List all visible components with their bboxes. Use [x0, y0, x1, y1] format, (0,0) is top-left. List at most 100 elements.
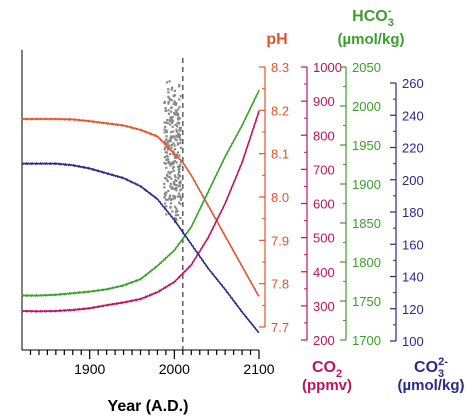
- observation-point: [174, 183, 177, 186]
- y-axes: 7.7 7.8 7.9 8.0 8.1 8.2 8.3 pH 200 300 400 500 600 70…: [259, 5, 464, 394]
- y-tick-label: 2050: [352, 60, 381, 75]
- y-tick-label: 140: [402, 270, 424, 285]
- y-tick-label: 800: [313, 128, 335, 143]
- observation-point: [174, 211, 178, 214]
- observation-point: [168, 144, 171, 147]
- x-tick-label: 2100: [243, 361, 274, 377]
- observation-point: [179, 137, 182, 140]
- observation-point: [178, 195, 181, 198]
- observation-point: [174, 103, 177, 106]
- observation-point: [173, 197, 176, 200]
- observation-point: [171, 197, 174, 201]
- observation-point: [168, 197, 171, 200]
- observation-point: [165, 129, 168, 132]
- observation-point: [169, 164, 172, 167]
- observation-scatter: [163, 80, 183, 224]
- observation-point: [173, 183, 176, 186]
- observation-point: [177, 192, 181, 195]
- observation-point: [174, 109, 177, 112]
- observation-point: [172, 165, 175, 169]
- y-tick-label: 7.9: [271, 233, 289, 248]
- y-tick-label: 8.0: [271, 190, 289, 205]
- observation-point: [165, 142, 168, 145]
- observation-point: [164, 109, 168, 113]
- observation-point: [167, 95, 170, 98]
- observation-point: [171, 210, 174, 213]
- observation-point: [176, 143, 179, 146]
- observation-point: [168, 80, 171, 83]
- observation-point: [164, 146, 167, 149]
- observation-point: [179, 202, 182, 206]
- observation-point: [163, 100, 166, 104]
- observation-point: [173, 136, 176, 139]
- observation-point: [165, 198, 168, 201]
- observation-point: [169, 182, 172, 185]
- observation-point: [170, 120, 173, 123]
- series-line-hco3: [21, 89, 260, 298]
- observation-point: [168, 196, 171, 199]
- observation-point: [174, 155, 177, 158]
- observation-point: [170, 119, 173, 122]
- observation-point: [175, 134, 178, 137]
- y-tick-label: 1700: [352, 333, 381, 348]
- observation-point: [175, 111, 178, 114]
- y-tick-label: 600: [313, 197, 335, 212]
- y-tick-label: 500: [313, 231, 335, 246]
- observation-point: [167, 100, 170, 103]
- observation-point: [170, 187, 173, 190]
- observation-point: [175, 102, 178, 105]
- observation-point: [177, 173, 180, 176]
- observation-point: [170, 99, 173, 102]
- observation-point: [179, 175, 182, 178]
- observation-point: [169, 123, 172, 126]
- observation-point: [178, 164, 181, 168]
- observation-point: [169, 185, 172, 188]
- y-axis-title-ph: pH: [266, 31, 287, 48]
- observation-point: [169, 153, 172, 156]
- observation-point: [172, 94, 175, 98]
- observation-point: [166, 180, 169, 183]
- y-tick-label: 7.7: [271, 320, 289, 335]
- observation-point: [173, 217, 176, 220]
- observation-point: [172, 181, 176, 184]
- observation-point: [179, 182, 182, 185]
- observation-point: [173, 174, 176, 177]
- observation-point: [165, 178, 168, 181]
- series-line-co3: [21, 161, 260, 334]
- y-tick-label: 220: [402, 141, 424, 156]
- observation-point: [171, 167, 175, 170]
- y-tick-label: 200: [402, 173, 424, 188]
- observation-point: [165, 138, 168, 141]
- observation-point: [169, 194, 172, 197]
- observation-point: [178, 170, 181, 174]
- observation-point: [173, 94, 177, 97]
- y-tick-label: 700: [313, 162, 335, 177]
- observation-point: [177, 118, 180, 121]
- observation-point: [176, 108, 180, 111]
- observation-point: [178, 117, 182, 120]
- observation-point: [168, 97, 171, 100]
- observation-point: [173, 160, 177, 163]
- observation-point: [175, 128, 178, 131]
- x-tick-label: 2000: [159, 361, 190, 377]
- observation-point: [164, 125, 167, 129]
- observation-point: [180, 188, 183, 191]
- observation-point: [173, 111, 176, 115]
- y-tick-label: 180: [402, 205, 424, 220]
- observation-point: [163, 140, 167, 143]
- observation-point: [168, 162, 171, 165]
- observation-point: [179, 163, 182, 166]
- observation-point: [175, 139, 178, 142]
- observation-point: [176, 195, 179, 198]
- observation-point: [167, 88, 170, 91]
- observation-point: [178, 85, 181, 88]
- observation-point: [176, 112, 180, 116]
- observation-point: [168, 175, 171, 179]
- observation-point: [178, 98, 181, 101]
- observation-point: [167, 189, 170, 193]
- y-tick-label: 1950: [352, 138, 381, 153]
- plot-frame: [21, 50, 259, 351]
- y-tick-label: 1750: [352, 294, 381, 309]
- observation-point: [172, 103, 175, 106]
